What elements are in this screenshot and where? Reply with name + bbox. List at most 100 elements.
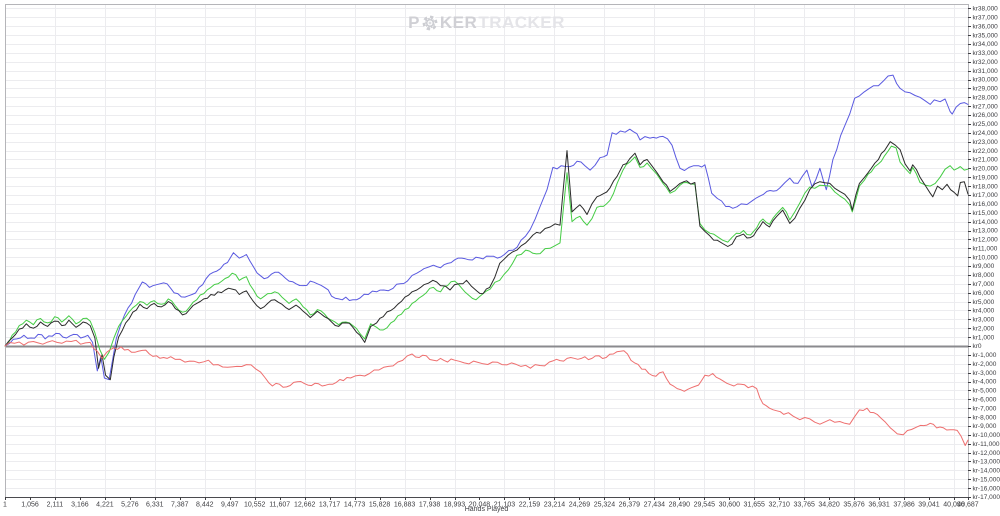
x-tick-label: 5,276 bbox=[121, 502, 139, 509]
y-tick-label: kr3,000 bbox=[973, 317, 995, 324]
x-tick-label: 20,048 bbox=[469, 502, 491, 509]
x-tick-label: 3,166 bbox=[71, 502, 89, 509]
y-tick-label: kr20,000 bbox=[973, 166, 999, 173]
y-tick-label: kr21,000 bbox=[973, 157, 999, 164]
y-tick-label: kr10,000 bbox=[973, 254, 999, 261]
x-tick-label: 1 bbox=[3, 502, 7, 509]
x-axis-labels: 1 1,056 2,111 3,166 4,221 5,276 6,331 7,387 8,44… bbox=[3, 497, 979, 509]
x-tick-label: 23,214 bbox=[544, 502, 566, 509]
x-tick-label: 28,490 bbox=[669, 502, 691, 509]
y-tick-label: kr1,000 bbox=[973, 334, 995, 341]
x-tick-label: 12,662 bbox=[294, 502, 316, 509]
x-tick-label: 10,552 bbox=[244, 502, 266, 509]
y-tick-label: kr-7,000 bbox=[973, 405, 997, 412]
y-tick-label: kr5,000 bbox=[973, 299, 995, 306]
y-tick-label: kr9,000 bbox=[973, 263, 995, 270]
series-line-black bbox=[4, 141, 969, 381]
y-tick-label: kr-13,000 bbox=[973, 459, 1000, 466]
x-tick-label: 35,876 bbox=[843, 502, 865, 509]
y-tick-label: kr15,000 bbox=[973, 210, 999, 217]
y-tick-label: kr-10,000 bbox=[973, 432, 1000, 439]
y-tick-label: kr36,000 bbox=[973, 23, 999, 30]
x-axis-title: Hands Played bbox=[464, 506, 509, 513]
y-tick-label: kr22,000 bbox=[973, 148, 999, 155]
series-line-green bbox=[4, 145, 969, 360]
plot-border bbox=[5, 4, 969, 498]
y-tick-label: kr38,000 bbox=[973, 6, 999, 13]
y-tick-label: kr13,000 bbox=[973, 228, 999, 235]
y-tick-label: kr-11,000 bbox=[973, 441, 1000, 448]
y-tick-label: kr2,000 bbox=[973, 325, 995, 332]
y-tick-label: kr4,000 bbox=[973, 308, 995, 315]
x-tick-label: 17,938 bbox=[419, 502, 441, 509]
y-tick-label: kr16,000 bbox=[973, 201, 999, 208]
y-tick-label: kr31,000 bbox=[973, 68, 999, 75]
y-tick-label: kr-1,000 bbox=[973, 352, 997, 359]
x-tick-label: 1,056 bbox=[21, 502, 39, 509]
x-tick-label: 39,041 bbox=[918, 502, 940, 509]
y-tick-label: kr6,000 bbox=[973, 290, 995, 297]
x-tick-label: 30,600 bbox=[719, 502, 741, 509]
x-tick-label: 29,545 bbox=[694, 502, 716, 509]
x-tick-label: 11,607 bbox=[269, 502, 290, 509]
y-tick-label: kr25,000 bbox=[973, 121, 999, 128]
x-tick-label: 16,883 bbox=[394, 502, 416, 509]
y-tick-label: kr-6,000 bbox=[973, 397, 997, 404]
y-tick-label: kr35,000 bbox=[973, 32, 999, 39]
y-tick-label: kr26,000 bbox=[973, 112, 999, 119]
x-tick-label: 9,497 bbox=[221, 502, 239, 509]
x-tick-label: 22,159 bbox=[519, 502, 541, 509]
x-tick-label: 6,331 bbox=[146, 502, 164, 509]
y-tick-label: kr32,000 bbox=[973, 59, 999, 66]
x-tick-label: 7,387 bbox=[171, 502, 189, 509]
y-tick-label: kr-16,000 bbox=[973, 485, 1000, 492]
y-tick-label: kr-5,000 bbox=[973, 388, 997, 395]
y-tick-label: kr-9,000 bbox=[973, 423, 997, 430]
x-tick-label: 13,717 bbox=[319, 502, 341, 509]
y-tick-label: kr30,000 bbox=[973, 77, 999, 84]
x-tick-label: 8,442 bbox=[196, 502, 214, 509]
y-tick-label: kr34,000 bbox=[973, 41, 999, 48]
series-line-red bbox=[4, 339, 969, 446]
y-tick-label: kr-14,000 bbox=[973, 468, 1000, 475]
gridlines bbox=[5, 4, 968, 497]
x-tick-label: 40,096 bbox=[943, 502, 965, 509]
y-tick-label: kr19,000 bbox=[973, 174, 999, 181]
series-line-blue bbox=[4, 74, 969, 381]
y-tick-label: kr-2,000 bbox=[973, 361, 997, 368]
y-tick-label: kr-8,000 bbox=[973, 414, 997, 421]
y-tick-label: kr-17,000 bbox=[973, 494, 1000, 501]
y-tick-label: kr-15,000 bbox=[973, 476, 1000, 483]
y-tick-label: kr0 bbox=[973, 343, 982, 350]
x-tick-label: 33,765 bbox=[793, 502, 815, 509]
x-tick-label: 26,379 bbox=[619, 502, 641, 509]
y-tick-label: kr14,000 bbox=[973, 219, 999, 226]
y-tick-label: kr37,000 bbox=[973, 15, 999, 22]
y-tick-label: kr11,000 bbox=[973, 246, 998, 253]
x-tick-label: 34,820 bbox=[818, 502, 840, 509]
y-tick-label: kr29,000 bbox=[973, 86, 999, 93]
x-tick-label: 2,111 bbox=[47, 502, 64, 509]
x-tick-label: 21,103 bbox=[494, 502, 516, 509]
x-tick-label: 32,710 bbox=[768, 502, 790, 509]
x-tick-label: 24,269 bbox=[569, 502, 591, 509]
y-tick-label: kr24,000 bbox=[973, 130, 999, 137]
x-tick-label: 31,655 bbox=[743, 502, 765, 509]
y-tick-label: kr27,000 bbox=[973, 103, 999, 110]
x-tick-label: 25,324 bbox=[594, 502, 616, 509]
y-tick-label: kr23,000 bbox=[973, 139, 999, 146]
y-tick-label: kr7,000 bbox=[973, 281, 995, 288]
x-tick-label: 37,986 bbox=[893, 502, 915, 509]
y-tick-label: kr17,000 bbox=[973, 192, 999, 199]
y-tick-label: kr12,000 bbox=[973, 237, 999, 244]
x-tick-label: 18,993 bbox=[444, 502, 466, 509]
x-tick-label: 14,773 bbox=[344, 502, 366, 509]
x-tick-label: 40,687 bbox=[957, 502, 979, 509]
y-tick-label: kr-12,000 bbox=[973, 450, 1000, 457]
y-tick-label: kr28,000 bbox=[973, 95, 999, 102]
y-tick-label: kr-4,000 bbox=[973, 379, 997, 386]
y-tick-label: kr18,000 bbox=[973, 183, 999, 190]
